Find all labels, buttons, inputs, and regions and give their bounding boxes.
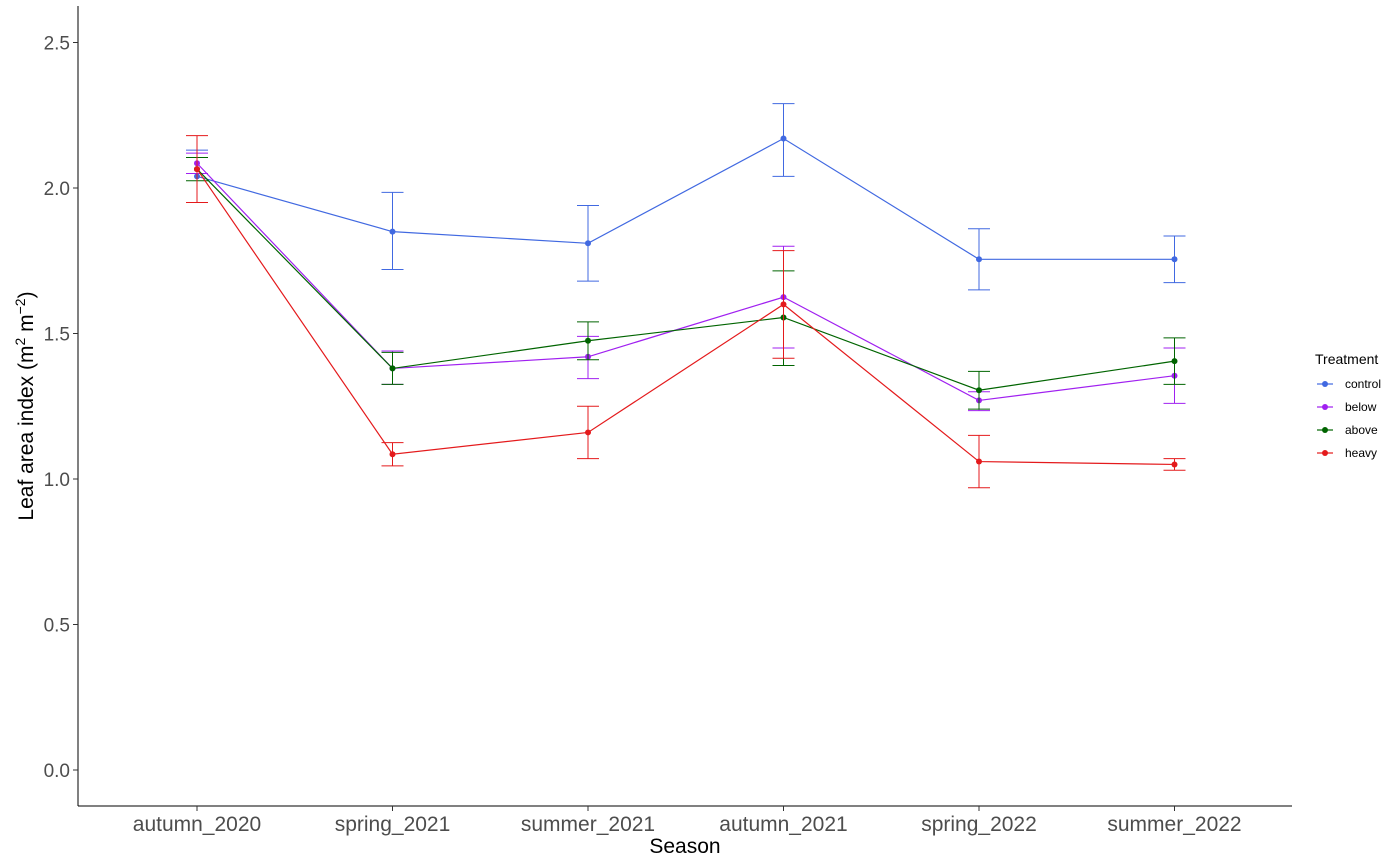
y-axis-title: Leaf area index (m2 m−2): [12, 291, 38, 520]
y-axis-title-sup2: −2: [12, 298, 28, 314]
data-point-control: [1171, 256, 1178, 263]
y-axis-title-end: ): [15, 291, 38, 298]
legend-label-heavy: heavy: [1345, 446, 1377, 460]
series-line-control: [196, 137, 1175, 260]
legend-marker-control: [1322, 381, 1328, 387]
x-tick-label: summer_2021: [521, 813, 655, 836]
series-line-heavy: [196, 168, 1175, 466]
y-ticks: 0.0 0.5 1.0 1.5 2.0 2.5: [44, 34, 78, 782]
legend-marker-above: [1322, 427, 1328, 433]
x-tick-label: spring_2022: [921, 813, 1037, 836]
legend-item-below: below: [1317, 400, 1377, 414]
data-point-above: [585, 337, 591, 344]
data-point-heavy: [585, 429, 591, 436]
data-point-heavy: [194, 166, 200, 173]
y-tick-label: 0.0: [44, 761, 70, 782]
legend-label-below: below: [1345, 400, 1377, 414]
y-tick-label: 1.5: [44, 325, 70, 346]
x-tick-label: autumn_2021: [719, 813, 847, 836]
series-line-above: [196, 168, 1175, 391]
x-axis-title: Season: [649, 835, 720, 858]
y-axis-title-main: Leaf area index (m: [15, 345, 38, 520]
x-tick-label: autumn_2020: [133, 813, 261, 836]
legend-marker-below: [1322, 404, 1328, 410]
data-point-control: [976, 256, 982, 263]
x-ticks: autumn_2020 spring_2021 summer_2021 autumn_…: [133, 806, 1242, 836]
legend-item-heavy: heavy: [1317, 446, 1377, 460]
y-axis-title-sup1: 2: [12, 337, 28, 345]
legend: Treatment control below above heavy: [1315, 351, 1381, 460]
data-point-heavy: [389, 451, 396, 458]
data-point-above: [389, 365, 396, 372]
y-axis-title-mid: m: [15, 314, 38, 337]
legend-label-above: above: [1345, 423, 1378, 437]
y-tick-label: 1.0: [44, 470, 70, 491]
axes: [77, 6, 1292, 807]
series-control: [186, 103, 1186, 291]
y-tick-label: 0.5: [44, 616, 70, 637]
legend-item-above: above: [1317, 423, 1378, 437]
legend-item-control: control: [1317, 377, 1381, 391]
data-point-heavy: [780, 301, 787, 308]
data-point-heavy: [976, 458, 982, 465]
data-point-control: [389, 228, 396, 235]
data-point-above: [1171, 358, 1178, 365]
series-heavy: [186, 135, 1186, 489]
legend-marker-heavy: [1322, 450, 1328, 456]
y-tick-label: 2.0: [44, 179, 70, 200]
x-tick-label: spring_2021: [335, 813, 451, 836]
series-line-below: [196, 162, 1175, 402]
y-tick-label: 2.5: [44, 34, 70, 55]
data-point-control: [780, 135, 787, 142]
data-point-heavy: [1171, 461, 1178, 468]
plot-area: [186, 103, 1186, 489]
x-tick-label: summer_2022: [1107, 813, 1241, 836]
data-point-above: [976, 387, 982, 394]
legend-label-control: control: [1345, 377, 1381, 391]
legend-title: Treatment: [1315, 351, 1378, 367]
data-point-control: [585, 240, 591, 247]
